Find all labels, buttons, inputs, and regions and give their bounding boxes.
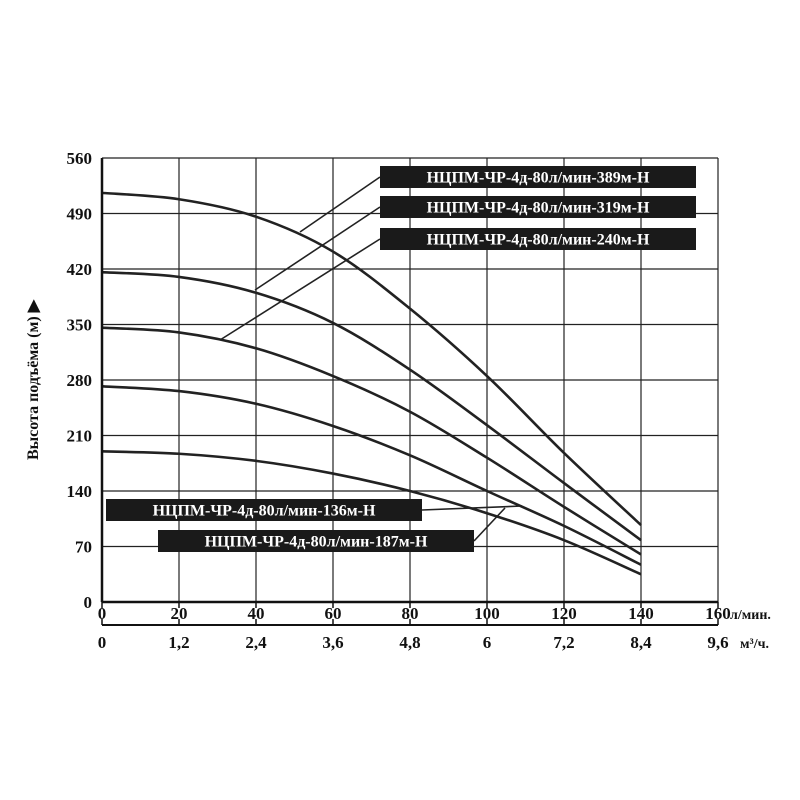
y-tick-label: 490 <box>67 205 93 224</box>
leader-line-series-5 <box>421 505 523 511</box>
label-text-series-5: НЦПМ-ЧР-4д-80л/мин-136м-Н <box>153 503 376 520</box>
y-tick-label: 280 <box>67 371 93 390</box>
x-tick-label: 60 <box>325 604 342 623</box>
curve-series-1 <box>101 191 642 527</box>
y-tick-label: 420 <box>67 260 93 279</box>
leader-line-series-1 <box>299 176 381 233</box>
label-text-series-1: НЦПМ-ЧР-4д-80л/мин-389м-Н <box>427 170 650 187</box>
x2-tick-label: 8,4 <box>630 633 652 652</box>
x-tick-label: 40 <box>248 604 265 623</box>
x2-tick-label: 2,4 <box>245 633 267 652</box>
label-box-series-2 <box>380 196 696 218</box>
x-axis-unit: л/мин. <box>730 608 771 623</box>
curve-series-4 <box>101 385 642 566</box>
y-axis-title: Высота подъёма (м) ▶ <box>25 299 42 460</box>
y-tick-label: 140 <box>67 482 93 501</box>
x-tick-label: 20 <box>171 604 188 623</box>
label-text-series-3: НЦПМ-ЧР-4д-80л/мин-240м-Н <box>427 232 650 249</box>
leader-line-series-4 <box>473 507 506 542</box>
y-tick-label: 210 <box>67 427 93 446</box>
label-box-series-3 <box>380 228 696 250</box>
label-box-series-1 <box>380 166 696 188</box>
label-leader-lines <box>219 176 523 542</box>
label-text-series-4: НЦПМ-ЧР-4д-80л/мин-187м-Н <box>205 534 428 551</box>
label-text-series-2: НЦПМ-ЧР-4д-80л/мин-319м-Н <box>427 200 650 217</box>
series-labels: НЦПМ-ЧР-4д-80л/мин-389м-Н НЦПМ-ЧР-4д-80л/… <box>106 166 696 552</box>
curve-series-3 <box>101 326 642 556</box>
x-tick-label: 80 <box>402 604 419 623</box>
label-box-series-5 <box>106 499 422 521</box>
x2-tick-label: 1,2 <box>168 633 189 652</box>
y-tick-label: 0 <box>84 593 93 612</box>
x2-tick-label: 4,8 <box>399 633 420 652</box>
x2-tick-label: 6 <box>483 633 492 652</box>
y-tick-label: 70 <box>75 538 92 557</box>
x2-tick-label: 0 <box>98 633 107 652</box>
x-tick-label: 100 <box>474 604 500 623</box>
leader-line-series-2 <box>254 206 381 291</box>
curve-series-5 <box>101 450 642 576</box>
leader-line-series-3 <box>219 238 381 341</box>
x2-tick-label: 7,2 <box>553 633 574 652</box>
label-box-series-4 <box>158 530 474 552</box>
y-tick-label: 560 <box>67 149 93 168</box>
y-tick-label: 350 <box>67 316 93 335</box>
x2-tick-label: 9,6 <box>707 633 728 652</box>
x-tick-label: 160 <box>705 604 731 623</box>
x-tick-label: 0 <box>98 604 107 623</box>
x2-tick-label: 3,6 <box>322 633 343 652</box>
x-tick-label: 120 <box>551 604 577 623</box>
x2-axis-unit: м³/ч. <box>740 637 769 652</box>
performance-curves <box>101 191 642 576</box>
curve-series-2 <box>101 270 642 542</box>
x-tick-label: 140 <box>628 604 654 623</box>
